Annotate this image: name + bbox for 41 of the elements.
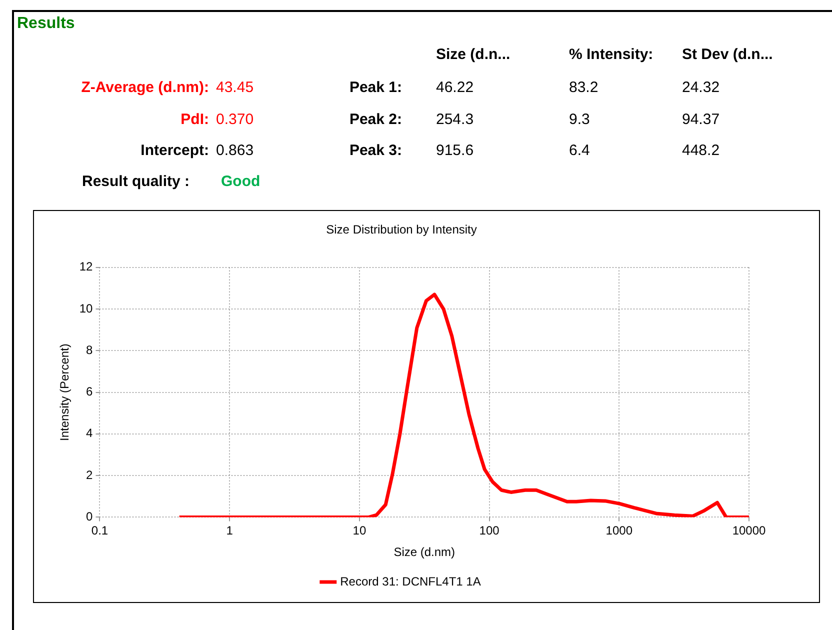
chart-title: Size Distribution by Intensity: [326, 222, 477, 237]
text: Results: [17, 15, 75, 33]
text: Z-Average (d.nm):: [81, 79, 209, 96]
y-tick-label: 2: [86, 468, 94, 482]
text: 9.3: [569, 111, 590, 128]
text: 0.370: [216, 111, 254, 128]
text: 254.3: [436, 111, 474, 128]
x-tick-label: 0.1: [91, 524, 108, 538]
y-axis-title: Intensity (Percent): [58, 344, 72, 441]
x-tick-label: 100: [479, 524, 500, 538]
x-tick-label: 1: [226, 524, 234, 538]
y-tick-label: 12: [79, 260, 94, 274]
text: Size (d.n...: [436, 46, 510, 63]
x-tick-label: 1000: [606, 524, 633, 538]
text: 83.2: [569, 79, 598, 96]
text: Result quality :: [82, 173, 191, 190]
x-axis-title: Size (d.nm): [394, 545, 456, 560]
y-tick-label: 6: [86, 384, 94, 399]
text: 915.6: [436, 142, 474, 159]
text: 46.22: [436, 79, 474, 96]
text: 24.32: [682, 79, 720, 96]
y-tick-label: 0: [86, 510, 94, 524]
text: Peak 3:: [349, 142, 402, 159]
text: Good: [221, 173, 260, 190]
text: % Intensity:: [569, 46, 654, 63]
text: 448.2: [682, 142, 720, 159]
text: PdI:: [180, 111, 209, 128]
x-tick-label: 10000: [732, 524, 766, 538]
y-tick-label: 8: [86, 342, 94, 357]
text: St Dev (d.n...: [682, 46, 773, 63]
text: Intercept:: [140, 142, 209, 159]
x-tick-label: 10: [352, 524, 366, 538]
legend-label: Record 31: DCNFL4T1 1A: [340, 574, 481, 588]
y-tick-label: 10: [79, 301, 94, 316]
y-tick-label: 4: [86, 426, 94, 440]
text: Peak 1:: [349, 79, 402, 96]
text: Peak 2:: [349, 111, 402, 128]
text: 94.37: [682, 111, 720, 128]
text: 43.45: [216, 79, 254, 96]
text: 6.4: [569, 142, 590, 159]
text: 0.863: [216, 142, 254, 159]
